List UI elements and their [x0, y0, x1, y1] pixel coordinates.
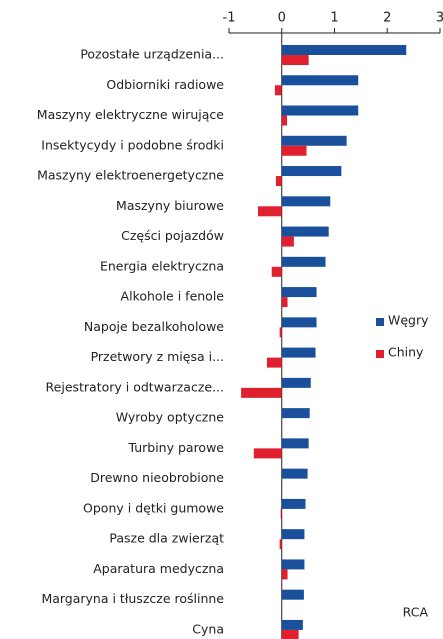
y-tick-label: Aparatura medyczna [93, 561, 224, 576]
x-tick-label: 3 [436, 11, 443, 26]
bar [281, 347, 316, 358]
bar [266, 357, 282, 368]
bar [279, 539, 282, 550]
bar [281, 377, 311, 388]
bar [281, 166, 342, 177]
bar [281, 408, 310, 419]
bar [281, 75, 359, 86]
legend-swatch [376, 350, 384, 358]
y-tick-label: Energia elektryczna [100, 258, 224, 273]
x-tick-label: 1 [330, 11, 338, 26]
bar [281, 468, 308, 479]
bar [241, 387, 282, 398]
y-tick-label: Insektycydy i podobne środki [41, 137, 224, 152]
y-tick-label: Maszyny elektryczne wirujące [37, 107, 225, 122]
annotation: RCA [403, 605, 429, 620]
y-tick-label: Cyna [192, 621, 224, 636]
y-tick-label: Opony i dętki gumowe [83, 500, 224, 515]
y-tick-label: Pozostałe urządzenia... [80, 47, 224, 62]
bar [271, 266, 282, 277]
y-tick-label: Pasze dla zwierząt [109, 531, 224, 546]
y-tick-label: Turbiny parowe [127, 440, 224, 455]
y-tick-label: Wyroby optyczne [116, 410, 225, 425]
bar [279, 327, 282, 338]
y-tick-label: Maszyny elektroenergetyczne [37, 168, 224, 183]
y-tick-label: Przetwory z mięsa i... [91, 349, 224, 364]
bar [281, 45, 407, 55]
bar [281, 629, 299, 639]
bar [281, 559, 305, 570]
bar [281, 438, 309, 449]
y-tick-label: Alkohole i fenole [121, 289, 225, 304]
bar [274, 85, 282, 96]
bar [281, 236, 294, 247]
bar [281, 569, 288, 580]
bar [275, 176, 282, 187]
x-tick-label: 0 [278, 11, 286, 26]
bar [281, 619, 303, 630]
bar [281, 287, 317, 298]
bar [281, 256, 326, 267]
bar [281, 135, 347, 146]
bar [281, 498, 306, 509]
legend-label: Węgry [388, 313, 429, 328]
bar [281, 589, 304, 600]
x-tick-label: -1 [223, 11, 236, 26]
y-tick-label: Napoje bezalkoholowe [84, 319, 224, 334]
legend-swatch [376, 318, 384, 326]
bar [281, 105, 359, 116]
y-tick-label: Części pojazdów [121, 228, 224, 243]
bar [253, 448, 282, 459]
y-tick-label: Rejestratory i odtwarzacze... [46, 379, 224, 394]
y-tick-label: Margaryna i tłuszcze roślinne [41, 591, 224, 606]
bar [281, 226, 329, 237]
bar [281, 115, 288, 126]
bar [281, 529, 305, 540]
bar [281, 196, 331, 207]
legend-label: Chiny [388, 345, 424, 360]
bar [281, 297, 288, 308]
y-tick-label: Drewno nieobrobione [90, 470, 224, 485]
bar [281, 55, 309, 65]
y-tick-label: Odbiorniki radiowe [106, 77, 224, 92]
bar [280, 508, 282, 519]
y-tick-label: Maszyny biurowe [116, 198, 224, 213]
x-tick-label: 2 [383, 11, 391, 26]
bar [281, 145, 307, 156]
bar [258, 206, 282, 217]
bar [281, 317, 317, 328]
